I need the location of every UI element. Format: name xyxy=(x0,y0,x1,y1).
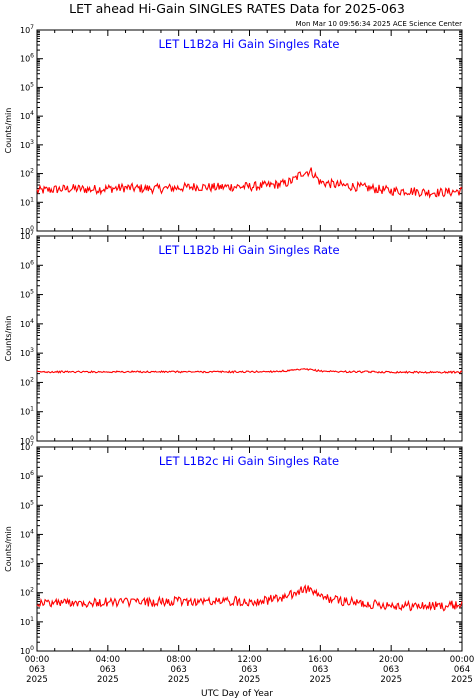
y-axis-label: Counts/min xyxy=(4,316,13,362)
y-tick-label: 104 xyxy=(20,318,34,329)
y-tick-label: 106 xyxy=(20,53,34,64)
y-tick-label: 102 xyxy=(20,587,34,598)
x-axis-label: UTC Day of Year xyxy=(201,689,273,699)
y-tick-label: 100 xyxy=(20,435,34,446)
y-axis-label: Counts/min xyxy=(4,108,13,154)
x-tick-label-time: 20:00 xyxy=(379,655,404,665)
x-tick-label-year: 2025 xyxy=(451,675,473,685)
x-tick-label-time: 08:00 xyxy=(166,655,191,665)
figure-title: LET ahead Hi-Gain SINGLES RATES Data for… xyxy=(69,1,405,16)
y-tick-label: 101 xyxy=(20,196,34,207)
chart-panel-3: 100 101 102 103 104 105 106 107 Counts/min LET L1… xyxy=(4,441,463,656)
plot-frame xyxy=(36,235,463,442)
panels: 100 101 102 103 104 105 106 107 Counts/min LET L1… xyxy=(4,24,463,656)
y-axis-label: Counts/min xyxy=(4,526,13,572)
panel-title: LET L1B2a Hi Gain Singles Rate xyxy=(159,37,340,51)
x-tick-label-year: 2025 xyxy=(239,675,261,685)
y-tick-label: 100 xyxy=(20,225,34,236)
series-line xyxy=(36,167,463,199)
y-tick-label: 107 xyxy=(20,230,34,241)
y-tick-label: 103 xyxy=(20,347,34,358)
chart-panel-2: 100 101 102 103 104 105 106 107 Counts/min LET L1… xyxy=(4,230,463,446)
y-tick-label: 107 xyxy=(20,441,34,452)
x-tick-label-doy: 063 xyxy=(100,665,116,675)
y-tick-label: 105 xyxy=(20,499,34,510)
x-tick-label-time: 00:00 xyxy=(450,655,475,665)
x-tick-label-year: 2025 xyxy=(310,675,332,685)
y-tick-label: 100 xyxy=(20,645,34,656)
x-tick-label-time: 04:00 xyxy=(96,655,121,665)
y-tick-label: 104 xyxy=(20,528,34,539)
series-line xyxy=(36,367,463,374)
plot-frame xyxy=(36,446,463,652)
x-tick-label-doy: 064 xyxy=(454,665,470,675)
series-line xyxy=(36,584,463,612)
y-tick-label: 105 xyxy=(20,289,34,300)
x-tick-label-doy: 063 xyxy=(29,665,45,675)
y-tick-label: 101 xyxy=(20,616,34,627)
y-tick-label: 103 xyxy=(20,558,34,569)
x-tick-label-doy: 063 xyxy=(312,665,328,675)
plot-frame xyxy=(36,29,463,232)
panel-title: LET L1B2c Hi Gain Singles Rate xyxy=(159,454,339,468)
y-tick-label: 102 xyxy=(20,376,34,387)
y-tick-label: 107 xyxy=(20,24,34,35)
x-tick-label-year: 2025 xyxy=(168,675,190,685)
y-tick-label: 106 xyxy=(20,470,34,481)
chart-panel-1: 100 101 102 103 104 105 106 107 Counts/min LET L1… xyxy=(4,24,463,236)
panel-title: LET L1B2b Hi Gain Singles Rate xyxy=(158,243,339,257)
x-axis-ticks: 00:00063202504:00063202508:00063202512:0… xyxy=(25,655,475,685)
x-tick-label-time: 12:00 xyxy=(237,655,262,665)
y-tick-label: 101 xyxy=(20,406,34,417)
y-tick-label: 104 xyxy=(20,110,34,121)
y-tick-label: 103 xyxy=(20,139,34,150)
y-tick-label: 106 xyxy=(20,259,34,270)
x-tick-label-year: 2025 xyxy=(26,675,48,685)
x-tick-label-year: 2025 xyxy=(97,675,119,685)
timestamp-label: Mon Mar 10 09:56:34 2025 ACE Science Cen… xyxy=(296,20,462,28)
x-tick-label-doy: 063 xyxy=(171,665,187,675)
x-tick-label-time: 16:00 xyxy=(308,655,333,665)
x-tick-label-doy: 063 xyxy=(383,665,399,675)
x-tick-label-doy: 063 xyxy=(241,665,257,675)
y-tick-label: 105 xyxy=(20,81,34,92)
y-tick-label: 102 xyxy=(20,168,34,179)
x-tick-label-time: 00:00 xyxy=(25,655,50,665)
x-tick-label-year: 2025 xyxy=(380,675,402,685)
